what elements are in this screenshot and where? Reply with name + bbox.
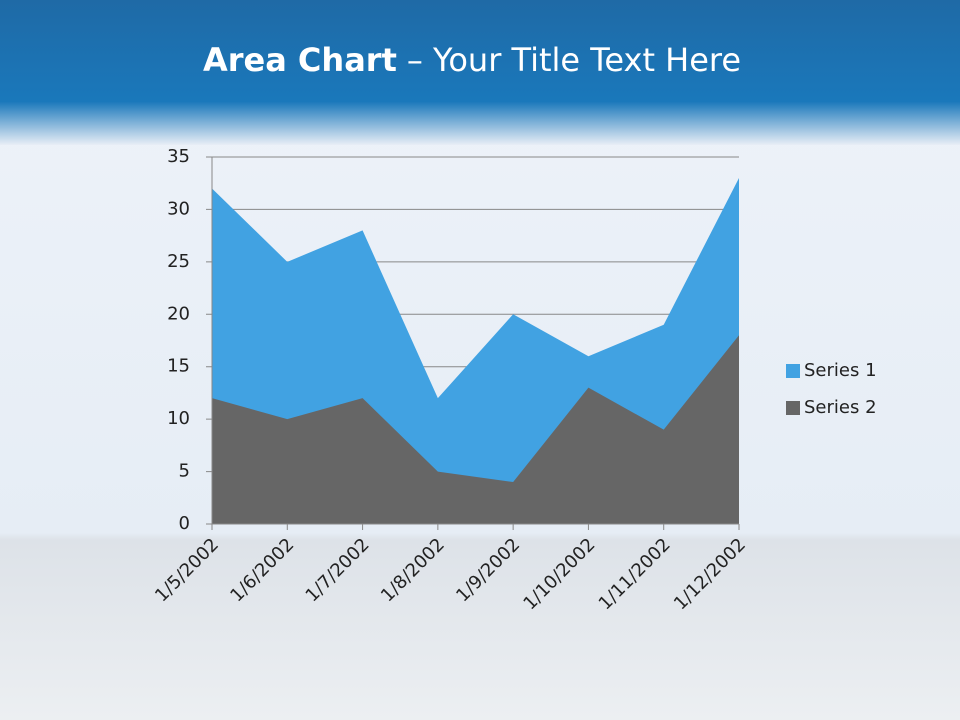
header-band	[0, 0, 960, 145]
title-rest: – Your Title Text Here	[407, 41, 741, 79]
legend-label: Series 1	[804, 360, 877, 381]
y-tick-label: 20	[167, 303, 190, 324]
area	[212, 335, 739, 524]
y-tick-label: 25	[167, 251, 190, 272]
y-tick-label: 5	[179, 461, 190, 482]
legend-label: Series 2	[804, 397, 877, 418]
slide-title: Area Chart – Your Title Text Here	[203, 41, 741, 79]
y-tick-label: 35	[167, 146, 190, 167]
y-tick-label: 0	[179, 513, 190, 534]
y-tick-label: 15	[167, 356, 190, 377]
legend-swatch	[786, 401, 800, 415]
title-bold: Area Chart	[203, 41, 397, 79]
y-tick-label: 10	[167, 408, 190, 429]
legend-swatch	[786, 364, 800, 378]
y-tick-label: 30	[167, 198, 190, 219]
